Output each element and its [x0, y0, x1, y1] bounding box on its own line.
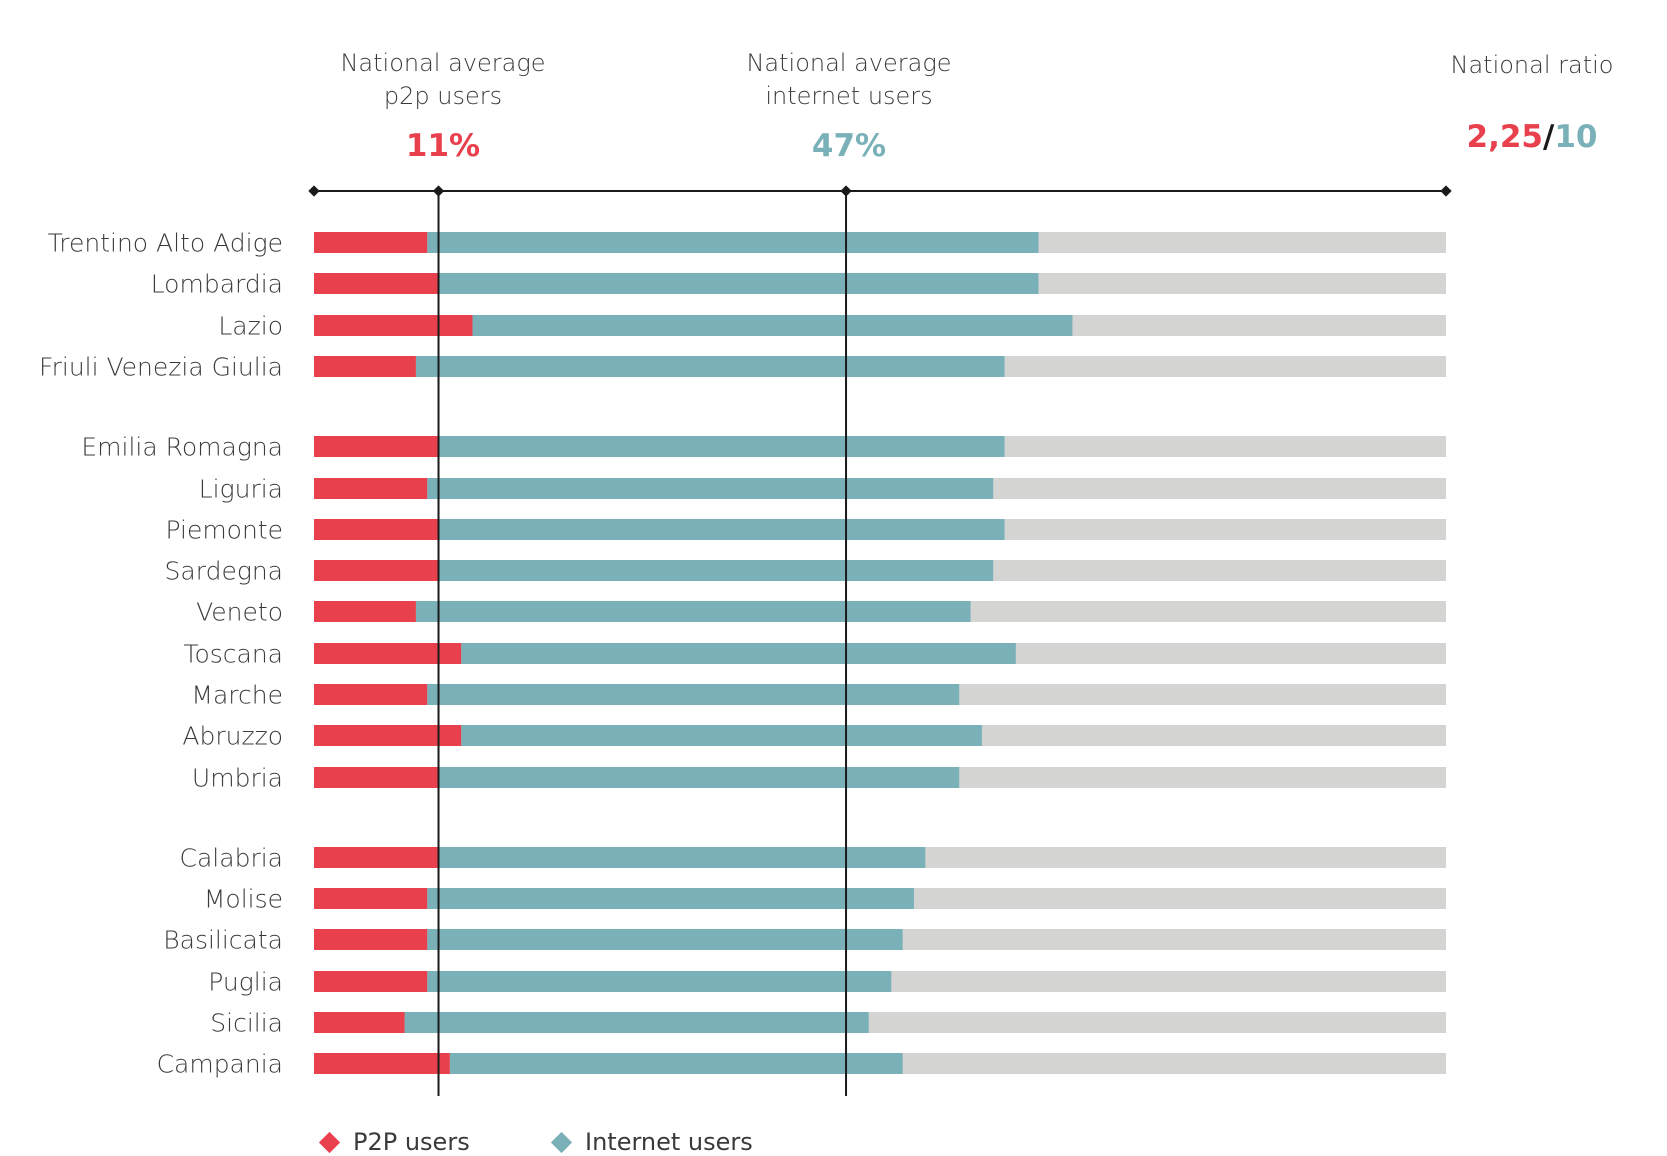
axis-marker [1440, 185, 1452, 197]
region-label: Abruzzo [182, 722, 283, 751]
p2p-users-bar [314, 356, 416, 377]
internet-users-bar [415, 601, 971, 622]
internet-average-label-line2: internet users [765, 82, 933, 110]
region-label: Sicilia [210, 1009, 283, 1038]
p2p-users-bar [314, 601, 416, 622]
internet-users-bar [449, 1053, 903, 1074]
p2p-users-bar [314, 232, 428, 253]
internet-users-bar [461, 725, 982, 746]
legend: P2P users [318, 1128, 470, 1156]
p2p-users-bar [314, 478, 428, 499]
region-label: Veneto [196, 598, 283, 627]
internet-average-value: 47% [811, 128, 887, 164]
region-label: Friuli Venezia Giulia [39, 353, 283, 382]
internet-users-bar [427, 684, 960, 705]
p2p-legend-label: P2P users [353, 1128, 470, 1156]
region-label: Lombardia [151, 270, 283, 299]
national-ratio-label: National ratio [1450, 51, 1614, 79]
p2p-users-bar [314, 315, 473, 336]
axis-layer [308, 185, 1452, 1096]
region-label: Puglia [208, 968, 283, 997]
p2p-average-label-line1: National average [340, 49, 546, 77]
bars-layer [314, 232, 1446, 1074]
internet-average-label-line1: National average [746, 49, 952, 77]
region-label: Liguria [199, 475, 283, 504]
region-label: Lazio [218, 312, 283, 341]
region-label: Umbria [192, 764, 283, 793]
region-label: Calabria [180, 844, 283, 873]
region-label: Toscana [183, 640, 283, 669]
internet-users-bar [438, 273, 1039, 294]
region-label: Sardegna [165, 557, 283, 586]
p2p-users-bar [314, 767, 439, 788]
internet-users-bar [472, 315, 1073, 336]
internet-users-bar [427, 888, 914, 909]
internet-users-bar [404, 1012, 869, 1033]
internet-users-bar [427, 232, 1039, 253]
region-label: Emilia Romagna [81, 433, 283, 462]
p2p-users-bar [314, 643, 462, 664]
p2p-average-label-line2: p2p users [383, 82, 503, 110]
internet-users-bar [438, 519, 1005, 540]
internet-users-bar [438, 560, 994, 581]
p2p-legend-diamond-icon [318, 1131, 341, 1153]
internet-users-bar [461, 643, 1016, 664]
internet-users-bar [427, 971, 892, 992]
axis-marker [308, 185, 320, 197]
internet-legend-diamond-icon [550, 1131, 573, 1153]
p2p-users-bar [314, 560, 439, 581]
national-ratio-p2p: 2,25 [1466, 119, 1544, 155]
internet-users-bar [427, 929, 903, 950]
p2p-users-bar [314, 929, 428, 950]
p2p-average-value: 11% [405, 128, 481, 164]
internet-legend-label: Internet users [585, 1128, 753, 1156]
region-label: Piemonte [165, 516, 283, 545]
p2p-users-bar [314, 1053, 450, 1074]
internet-users-bar [415, 356, 1005, 377]
region-label: Basilicata [163, 926, 283, 955]
p2p-users-bar [314, 1012, 405, 1033]
p2p-users-bar [314, 519, 439, 540]
p2p-average-header: National average p2p users [323, 47, 563, 113]
p2p-users-bar [314, 725, 462, 746]
p2p-users-bar [314, 684, 428, 705]
p2p-users-bar [314, 888, 428, 909]
labels-layer: Trentino Alto Adige Lombardia Lazio Friuli … [39, 229, 283, 1079]
national-ratio-value: 2,25/10 [1452, 119, 1612, 155]
internet-users-bar [438, 767, 960, 788]
region-label: Trentino Alto Adige [48, 229, 283, 258]
region-label: Molise [204, 885, 283, 914]
national-ratio-separator: / [1543, 119, 1555, 155]
internet-average-header: National average internet users [729, 47, 969, 113]
internet-users-bar [427, 478, 994, 499]
p2p-users-bar [314, 847, 439, 868]
region-label: Marche [191, 681, 283, 710]
internet-users-bar [438, 847, 926, 868]
p2p-users-bar [314, 273, 439, 294]
p2p-users-bar [314, 971, 428, 992]
p2p-users-bar [314, 436, 439, 457]
legend-internet: Internet users [550, 1128, 753, 1156]
region-label: Campania [157, 1050, 283, 1079]
national-ratio-total: 10 [1554, 119, 1598, 155]
internet-users-bar [438, 436, 1005, 457]
